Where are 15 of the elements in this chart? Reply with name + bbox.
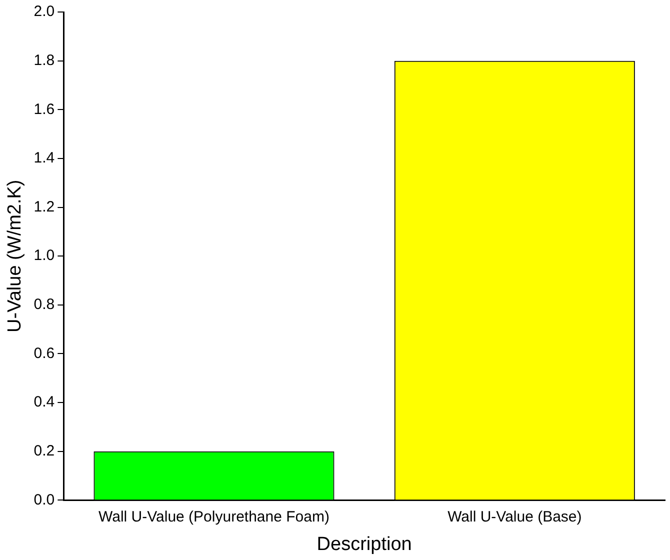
y-tick-label: 0.8 xyxy=(34,296,55,314)
x-tick-label: Wall U-Value (Base) xyxy=(448,508,582,526)
y-tick-label: 0.0 xyxy=(34,491,55,508)
y-tick-label: 0.6 xyxy=(34,344,55,362)
y-axis-title: U-Value (W/m2.K) xyxy=(4,180,26,332)
y-tick-label: 1.2 xyxy=(34,198,55,216)
x-axis-title: Description xyxy=(316,534,412,555)
y-tick-label: 1.6 xyxy=(34,100,55,118)
y-tick-label: 0.2 xyxy=(34,442,55,460)
y-tick-label: 1.0 xyxy=(34,247,55,264)
x-tick-label: Wall U-Value (Polyurethane Foam) xyxy=(98,508,330,526)
y-tick-label: 1.4 xyxy=(34,150,55,167)
y-tick-label: 2.0 xyxy=(34,3,55,20)
y-tick-label: 0.4 xyxy=(34,394,55,411)
y-tick-label: 1.8 xyxy=(34,52,55,69)
